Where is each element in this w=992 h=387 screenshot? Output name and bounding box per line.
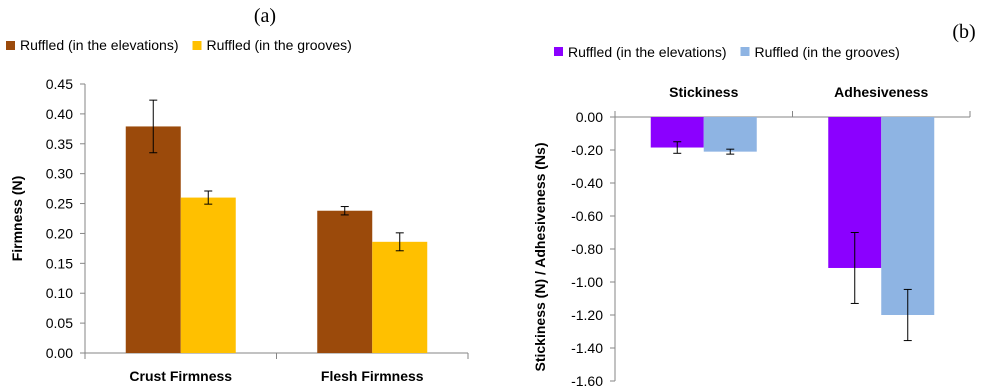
y-tick-label: 0.15 — [46, 255, 73, 271]
category-label: Crust Firmness — [129, 368, 232, 384]
y-axis-label: Stickiness (N) / Adhesiveness (Ns) — [532, 142, 548, 371]
legend-swatch-2 — [192, 41, 202, 50]
y-tick-label: 0.05 — [46, 315, 73, 331]
y-tick-label: -0.80 — [571, 241, 603, 257]
y-tick-label: -1.20 — [571, 307, 603, 323]
bar-1-1 — [125, 126, 181, 353]
y-tick-label: 0.10 — [46, 285, 73, 301]
y-tick-label: 0.35 — [46, 136, 73, 152]
y-tick-label: -0.20 — [571, 142, 603, 158]
bar-2-2 — [372, 241, 428, 353]
y-tick-label: 0.00 — [576, 109, 603, 125]
legend-swatch-1 — [6, 41, 15, 50]
category-label: Stickiness — [669, 84, 738, 100]
y-axis-label: Firmness (N) — [9, 176, 25, 262]
panel-label-b: (b) — [952, 21, 975, 43]
chart-a-firmness: (a) Ruffled (in the elevations) Ruffled (i… — [6, 5, 469, 384]
y-tick-label: 0.25 — [46, 196, 73, 212]
y-tick-label: -0.60 — [571, 208, 603, 224]
category-label: Flesh Firmness — [321, 368, 424, 384]
y-tick-label: 0.40 — [46, 106, 73, 122]
y-tick-label: -1.60 — [571, 373, 603, 387]
bar-1-2 — [317, 210, 373, 353]
legend-label-2: Ruffled (in the grooves) — [207, 37, 352, 53]
bar-2-1 — [703, 117, 757, 152]
y-tick-label: -0.40 — [571, 175, 603, 191]
category-label: Adhesiveness — [834, 84, 928, 100]
legend-label-2: Ruffled (in the grooves) — [755, 44, 900, 60]
y-tick-label: 0.45 — [46, 76, 73, 92]
panel-label-a: (a) — [254, 5, 276, 27]
chart-b-stickiness-adhesiveness: (b) Ruffled (in the elevations) Ruffled (i… — [532, 21, 976, 387]
y-tick-label: -1.00 — [571, 274, 603, 290]
y-tick-label: 0.00 — [46, 345, 73, 361]
legend-swatch-1 — [554, 47, 563, 56]
legend-label-1: Ruffled (in the elevations) — [568, 44, 727, 60]
legend-label-1: Ruffled (in the elevations) — [20, 37, 179, 53]
bar-2-2 — [881, 117, 935, 315]
y-tick-label: 0.30 — [46, 166, 73, 182]
y-tick-label: -1.40 — [571, 340, 603, 356]
bar-2-1 — [180, 197, 236, 353]
y-tick-label: 0.20 — [46, 225, 73, 241]
legend-swatch-2 — [740, 47, 750, 56]
